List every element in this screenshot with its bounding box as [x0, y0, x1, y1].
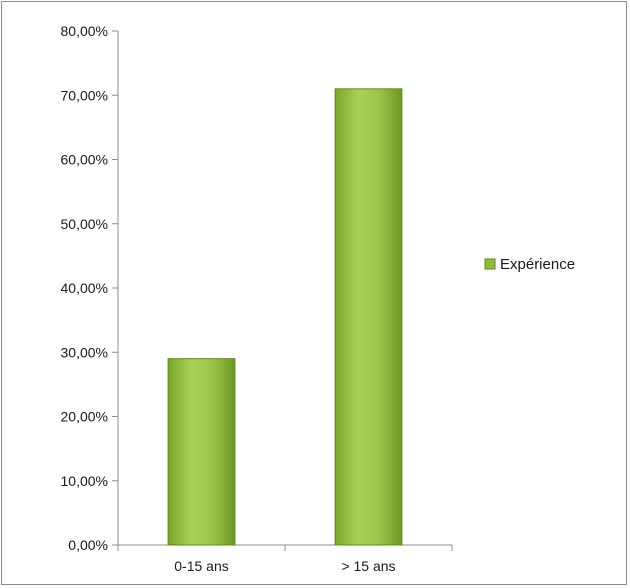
- x-axis: 0-15 ans > 15 ans: [117, 544, 453, 574]
- legend-label-experience: Expérience: [500, 256, 575, 273]
- y-tick-label: 0,00%: [68, 537, 108, 553]
- y-tick-label: 50,00%: [61, 216, 108, 232]
- y-axis: 0,00% 10,00% 20,00% 30,00% 40,00% 50,00% 60,00…: [61, 23, 119, 553]
- bar-15-ans: [334, 88, 403, 546]
- y-tick-label: 30,00%: [61, 344, 108, 360]
- bar-0-15-ans: [167, 358, 236, 546]
- x-tick-label: 0-15 ans: [174, 558, 228, 574]
- y-tick-label: 80,00%: [61, 23, 108, 39]
- y-tick-label: 60,00%: [61, 152, 108, 168]
- legend: Expérience: [484, 256, 575, 273]
- y-tick-label: 10,00%: [61, 473, 108, 489]
- x-tick-label: > 15 ans: [341, 558, 395, 574]
- y-tick-label: 40,00%: [61, 280, 108, 296]
- y-tick-label: 20,00%: [61, 409, 108, 425]
- y-tick-label: 70,00%: [61, 87, 108, 103]
- legend-swatch: [484, 258, 496, 270]
- bars: [167, 88, 403, 546]
